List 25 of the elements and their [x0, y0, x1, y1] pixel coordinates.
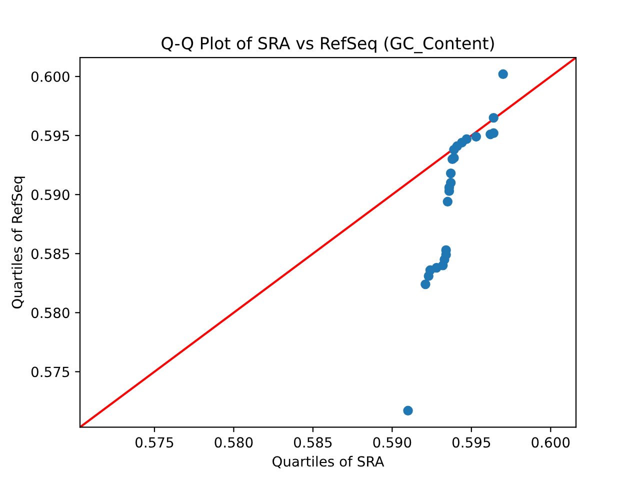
point [498, 69, 508, 79]
x-tick-label: 0.590 [373, 437, 412, 448]
point [471, 132, 482, 142]
x-axis-title: Quartiles of SRA [272, 456, 384, 468]
y-tick-label: 0.585 [31, 248, 70, 260]
x-tick-label: 0.580 [214, 437, 253, 448]
point [442, 196, 453, 207]
point [403, 406, 413, 416]
point [420, 279, 430, 290]
y-axis-title: Quartiles of RefSeq [12, 176, 25, 308]
x-tick-label: 0.575 [136, 437, 174, 448]
y-tick-label: 0.575 [31, 366, 70, 378]
point [488, 112, 498, 123]
point [446, 178, 456, 188]
point [462, 134, 472, 144]
x-tick-label: 0.600 [532, 437, 570, 448]
y-tick-label: 0.590 [31, 190, 70, 200]
point [446, 168, 456, 178]
x-tick-label: 0.585 [294, 437, 332, 448]
point [488, 128, 498, 138]
y-tick-label: 0.595 [31, 130, 70, 142]
y-tick-label: 0.580 [31, 308, 70, 318]
y-tick-label: 0.600 [31, 71, 70, 82]
chart-title: Q-Q Plot of SRA vs RefSeq (GC_Content) [162, 36, 494, 54]
x-tick-label: 0.595 [452, 437, 490, 448]
